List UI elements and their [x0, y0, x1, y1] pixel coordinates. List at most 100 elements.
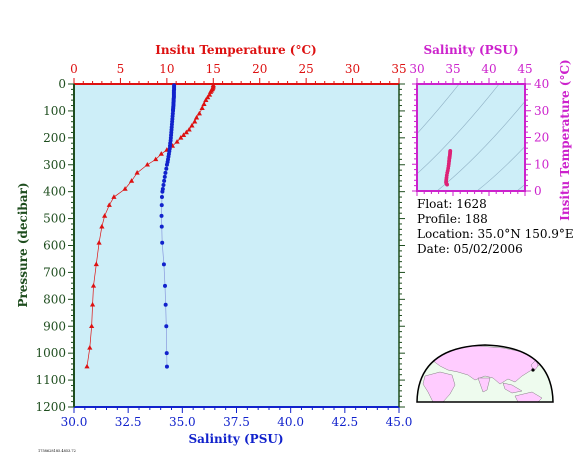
temperature-point — [102, 213, 108, 218]
salinity-point — [160, 189, 165, 194]
salinity-point — [161, 262, 166, 267]
ts-points — [444, 148, 453, 187]
temperature-tick-label: 0 — [70, 62, 78, 76]
temperature-axis: 0 5 10 15 20 25 30 35 — [70, 62, 407, 85]
temperature-tick-label: 5 — [117, 62, 125, 76]
temperature-tick-label: 10 — [159, 62, 174, 76]
temperature-point — [84, 363, 90, 369]
salinity-point — [160, 240, 165, 245]
temperature-tick-label: 25 — [299, 62, 314, 76]
temperature-point — [111, 194, 117, 199]
temperature-point — [174, 139, 180, 144]
temperature-point — [180, 132, 187, 137]
salinity-point — [162, 174, 167, 179]
temperature-point — [178, 135, 184, 140]
temperature-point — [193, 114, 200, 120]
salinity-point — [164, 166, 169, 171]
land-australia — [514, 391, 543, 402]
float-position-marker — [531, 368, 535, 372]
pressure-tick-label: 200 — [43, 131, 66, 145]
salinity-tick-label: 32.5 — [115, 415, 142, 429]
temperature-tick-label: 35 — [391, 62, 406, 76]
pressure-axis: 0 100 200 300 400 500 600 700 800 900 1000 1100 1200 — [35, 77, 405, 414]
ts-diagram: Salinity (PSU) Insitu Temperature (°C) 3… — [409, 43, 572, 221]
salinity-tick-label: 30.0 — [61, 415, 88, 429]
profile-number: Profile: 188 — [417, 212, 488, 226]
land-india — [477, 377, 491, 393]
temperature-point — [201, 101, 207, 106]
temperature-point — [183, 129, 189, 135]
float-info: Float: 1628 Profile: 188 Location: 35.0°… — [417, 197, 574, 256]
temperature-tick-label: 20 — [252, 62, 267, 76]
temperature-point — [89, 323, 95, 329]
ts-y-tick-label: 0 — [534, 184, 542, 198]
salinity-point — [164, 351, 169, 356]
temperature-point — [106, 202, 112, 207]
salinity-point — [162, 178, 167, 183]
density-isoline — [476, 146, 525, 191]
density-isoline — [436, 100, 525, 191]
ts-y-tick-label: 10 — [534, 157, 549, 171]
ts-x-tick-label: 40 — [481, 62, 496, 76]
profile-plot-area — [74, 84, 399, 407]
temperature-point — [158, 151, 164, 156]
pressure-tick-label: 100 — [43, 104, 66, 118]
map-landmasses — [422, 345, 553, 402]
salinity-point — [159, 224, 164, 229]
pressure-tick-label: 600 — [43, 239, 66, 253]
map-frame — [416, 344, 554, 403]
salinity-point — [163, 170, 168, 175]
ts-yaxis-label: Insitu Temperature (°C) — [558, 59, 572, 220]
salinity-tick-label: 40.0 — [277, 415, 304, 429]
salinity-axis-label: Salinity (PSU) — [188, 432, 283, 446]
profile-date: Date: 05/02/2006 — [417, 242, 523, 256]
land-africa — [422, 371, 456, 402]
land-eurasia — [429, 345, 546, 385]
pressure-tick-label: 1000 — [35, 346, 66, 360]
salinity-tick-label: 42.5 — [331, 415, 358, 429]
footer-stamp: 1758628185.4853.72 — [38, 449, 76, 453]
salinity-tick-label: 37.5 — [223, 415, 250, 429]
temperature-point — [192, 118, 198, 124]
density-isoline — [417, 84, 460, 135]
temperature-point — [203, 97, 209, 102]
pressure-tick-label: 500 — [43, 212, 66, 226]
temperature-series — [84, 82, 216, 369]
temperature-tick-label: 30 — [345, 62, 360, 76]
pressure-tick-label: 400 — [43, 185, 66, 199]
temperature-point — [205, 94, 211, 100]
ts-x-tick-label: 35 — [445, 62, 460, 76]
salinity-tick-label: 35.0 — [169, 415, 196, 429]
temperature-point — [206, 91, 213, 97]
salinity-point — [163, 302, 168, 307]
ts-y-tick-label: 20 — [534, 131, 549, 145]
pressure-tick-label: 1100 — [35, 373, 66, 387]
salinity-axis: 30.0 32.5 35.0 37.5 40.0 42.5 45.0 — [61, 406, 413, 429]
temperature-point — [87, 344, 93, 350]
ts-plot-area — [417, 84, 525, 191]
pressure-tick-label: 300 — [43, 158, 66, 172]
ts-xaxis-label: Salinity (PSU) — [423, 43, 518, 57]
density-isoline — [417, 84, 500, 175]
temperature-point — [144, 161, 150, 167]
float-location: Location: 35.0°N 150.9°E — [417, 227, 574, 241]
ts-point — [445, 182, 449, 187]
temperature-point — [93, 261, 99, 267]
pressure-tick-label: 0 — [58, 77, 66, 91]
locator-map — [416, 344, 554, 403]
temperature-point — [196, 110, 202, 116]
temperature-point — [90, 283, 97, 288]
profile-chart: Insitu Temperature (°C) 0 5 10 15 20 25 30 35 S… — [16, 43, 412, 446]
salinity-tick-label: 45.0 — [386, 415, 413, 429]
salinity-point — [159, 213, 164, 218]
land-alaska — [545, 352, 553, 365]
ts-x-tick-label: 45 — [517, 62, 532, 76]
temperature-point — [122, 186, 128, 191]
pressure-tick-label: 900 — [43, 319, 66, 333]
temperature-point — [134, 170, 140, 175]
temperature-axis-label: Insitu Temperature (°C) — [155, 43, 316, 57]
temperature-point — [189, 122, 195, 128]
temperature-point — [99, 223, 105, 229]
temperature-point — [186, 126, 192, 132]
